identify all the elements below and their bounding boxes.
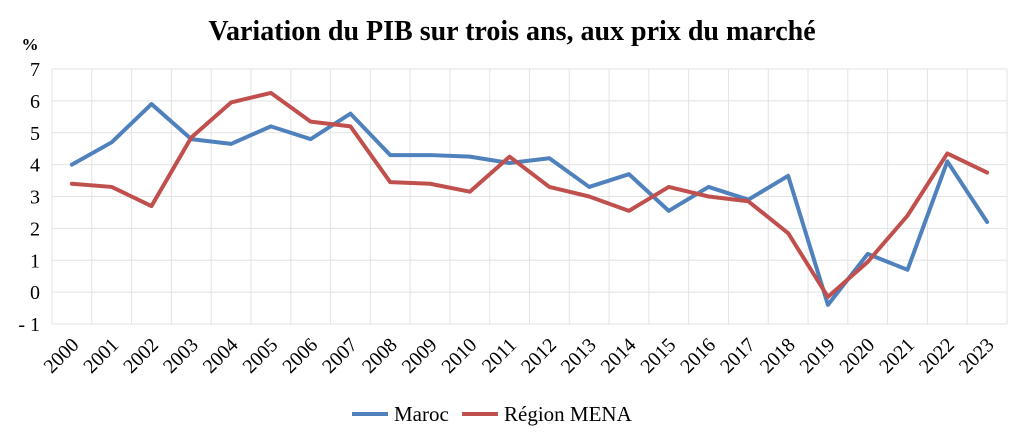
- y-tick-label: 4: [30, 155, 40, 177]
- x-tick-label: 2001: [79, 334, 123, 378]
- x-tick-label: 2021: [875, 334, 919, 378]
- x-tick-label: 2020: [835, 334, 879, 378]
- x-tick-label: 2015: [636, 334, 680, 378]
- y-tick-label: - 1: [18, 314, 40, 336]
- x-tick-label: 2006: [278, 334, 322, 378]
- x-tick-label: 2010: [438, 334, 482, 378]
- y-tick-label: 0: [30, 282, 40, 304]
- y-tick-label: 6: [30, 91, 40, 113]
- x-tick-label: 2003: [159, 334, 203, 378]
- series-line-région-mena: [69, 90, 990, 299]
- x-tick-label: 2009: [398, 334, 442, 378]
- x-tick-label: 2019: [796, 334, 840, 378]
- y-tick-label: 7: [30, 59, 40, 81]
- x-tick-label: 2011: [478, 334, 521, 377]
- x-tick-label: 2007: [318, 334, 362, 378]
- x-tick-label: 2013: [557, 334, 601, 378]
- x-tick-label: 2005: [239, 334, 283, 378]
- chart-title: Variation du PIB sur trois ans, aux prix…: [208, 16, 815, 47]
- x-tick-label: 2018: [756, 334, 800, 378]
- series-line-maroc: [69, 102, 990, 307]
- x-tick-label: 2016: [676, 334, 720, 378]
- legend-label: Région MENA: [504, 402, 633, 426]
- x-tick-label: 2008: [358, 334, 402, 378]
- x-tick-label: 2017: [716, 334, 760, 378]
- y-tick-label: 2: [30, 218, 40, 240]
- x-tick-label: 2014: [597, 334, 641, 378]
- y-tick-label: 3: [30, 187, 40, 209]
- y-axis-label: %: [22, 35, 39, 54]
- x-tick-label: 2012: [517, 334, 561, 378]
- x-tick-label: 2000: [40, 334, 84, 378]
- x-tick-label: 2023: [955, 334, 999, 378]
- y-tick-label: 1: [30, 250, 40, 272]
- legend-label: Maroc: [394, 402, 449, 426]
- x-tick-label: 2004: [199, 334, 243, 378]
- y-tick-label: 5: [30, 123, 40, 145]
- x-tick-label: 2002: [119, 334, 163, 378]
- x-tick-label: 2022: [915, 334, 959, 378]
